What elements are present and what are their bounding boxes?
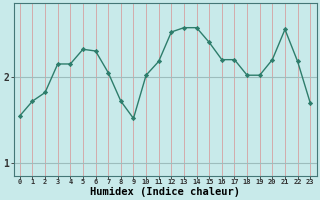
X-axis label: Humidex (Indice chaleur): Humidex (Indice chaleur) <box>90 186 240 197</box>
